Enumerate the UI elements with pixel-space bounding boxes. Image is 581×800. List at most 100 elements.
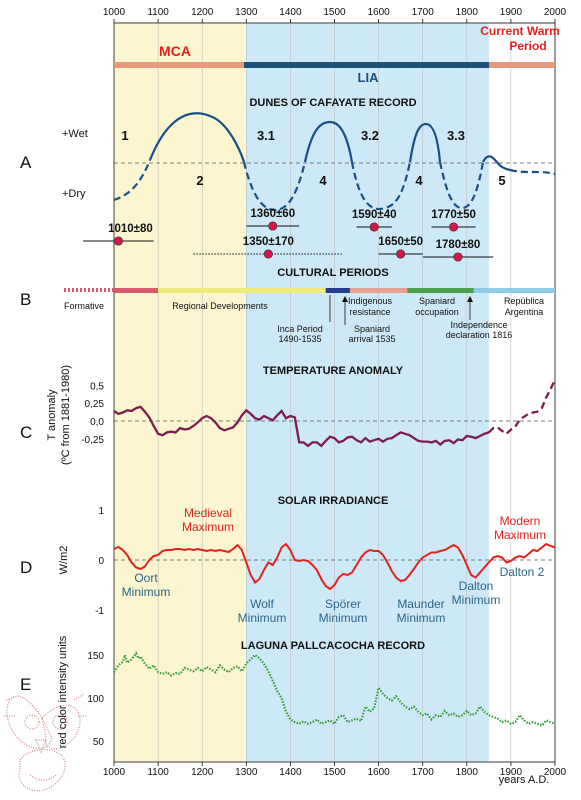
temperature-series-solid	[113, 405, 490, 448]
dune-curve-wet-2	[303, 120, 354, 163]
cwp-bar	[489, 62, 555, 68]
sporer-minimum-1: Spörer	[325, 597, 361, 611]
c-y-tick-label: 0,25	[85, 399, 105, 410]
date-label: 1360±60	[250, 208, 295, 220]
culture-segment	[158, 288, 326, 293]
culture-arrival-2: arrival 1535	[348, 334, 395, 344]
phase-label: 3.2	[361, 128, 379, 143]
maunder-minimum-1: Maunder	[397, 597, 444, 611]
x-tick-label-top: 1900	[500, 7, 523, 18]
phase-label: 1	[121, 128, 128, 143]
medieval-maximum-2: Maximum	[182, 520, 234, 534]
panel-letter-c: C	[20, 423, 32, 442]
e-y-tick-label: 150	[87, 651, 104, 662]
medieval-maximum-1: Medieval	[184, 506, 232, 520]
date-label: 1650±50	[378, 236, 423, 248]
x-tick-label-bottom: 1200	[191, 767, 214, 778]
culture-segment	[473, 288, 555, 293]
phase-label: 3.1	[257, 128, 275, 143]
panel-b-title: CULTURAL PERIODS	[277, 267, 388, 279]
x-tick-label-top: 1700	[412, 7, 435, 18]
date-marker	[396, 249, 406, 259]
panel-letter-d: D	[20, 558, 32, 577]
culture-segment	[407, 288, 474, 293]
x-tick-label-bottom: 1100	[147, 767, 169, 778]
culture-spaniard-2: occupation	[415, 307, 459, 317]
lia-bar	[244, 62, 489, 68]
maunder-minimum-2: Minimum	[397, 611, 446, 625]
c-y-tick-label: 0,5	[90, 381, 104, 392]
phase-label: 5	[498, 173, 505, 188]
lia-label: LIA	[358, 70, 380, 85]
date-label: 1780±80	[436, 239, 481, 251]
x-tick-label-top: 1600	[367, 7, 390, 18]
x-tick-label-bottom: 1600	[367, 767, 390, 778]
panel-c-title: TEMPERATURE ANOMALY	[263, 365, 404, 377]
oort-minimum-2: Minimum	[122, 585, 171, 599]
x-tick-label-top: 2000	[544, 7, 567, 18]
mca-label: MCA	[159, 43, 191, 59]
phase-label: 2	[196, 173, 203, 188]
c-y-tick-label: 0,0	[90, 417, 104, 428]
date-marker	[453, 252, 463, 262]
culture-regional: Regional Developments	[172, 301, 268, 311]
dune-curve-dry-4	[438, 161, 485, 210]
dry-label: +Dry	[62, 188, 86, 200]
culture-independence-2: declaration 1816	[446, 330, 513, 340]
sporer-minimum-2: Minimum	[319, 611, 368, 625]
e-y-tick-label: 50	[93, 737, 105, 748]
solar-irradiance-series	[113, 542, 556, 591]
wet-label: +Wet	[62, 128, 88, 140]
dune-curve-dry-2	[242, 161, 307, 212]
independence-arrow-icon	[467, 296, 473, 302]
panel-d-title: SOLAR IRRADIANCE	[278, 495, 389, 507]
d-y-tick-label: 1	[98, 506, 104, 517]
date-marker	[449, 222, 459, 232]
dune-curve-dry-3	[350, 161, 412, 210]
temperature-series-dashed	[488, 379, 557, 436]
mca-bar	[114, 62, 244, 68]
panel-c-ylabel-2: (ºC from 1881-1980)	[60, 365, 72, 465]
dalton-minimum-2: Minimum	[452, 593, 501, 607]
x-tick-label-bottom: 1400	[279, 767, 302, 778]
date-label: 1770±50	[431, 209, 476, 221]
dune-curve-dry-1	[113, 159, 152, 202]
culture-indigenous-1: Indigenous	[348, 296, 393, 306]
date-label: 1350±170	[243, 236, 294, 248]
culture-indigenous-2: resistance	[349, 307, 390, 317]
dune-curve	[113, 112, 556, 212]
x-tick-label-bottom: 1300	[235, 767, 258, 778]
panel-c-ylabel-1: T anomaly	[46, 389, 58, 441]
wolf-minimum-2: Minimum	[238, 611, 287, 625]
cwp-label-line1: Current Warm	[480, 24, 560, 38]
culture-segment	[349, 288, 408, 293]
ornament-logo	[4, 693, 88, 792]
dalton-2-label: Dalton 2	[500, 565, 545, 579]
arrival-arrow-icon	[342, 296, 348, 302]
dune-curve-dry-5	[509, 168, 556, 176]
culture-arrival-1: Spaniard	[354, 324, 390, 334]
panel-a-title: DUNES OF CAFAYATE RECORD	[249, 97, 416, 109]
dune-curve-wet-1	[148, 112, 246, 163]
cwp-label-line2: Period	[509, 39, 546, 53]
dune-curve-wet-3	[408, 122, 442, 163]
x-tick-label-top: 1000	[103, 7, 126, 18]
panel-e-title: LAGUNA PALLCACOCHA RECORD	[241, 640, 425, 652]
modern-maximum-1: Modern	[500, 514, 541, 528]
x-tick-label-bottom: 1700	[412, 767, 435, 778]
x-axis-label: years A.D.	[499, 774, 550, 786]
culture-republica-1: República	[504, 296, 544, 306]
date-label: 1590±40	[352, 209, 397, 221]
wolf-minimum-1: Wolf	[250, 597, 274, 611]
phase-label: 4	[319, 173, 327, 188]
culture-segment	[114, 288, 159, 293]
date-marker	[263, 249, 273, 259]
x-tick-label-bottom: 1000	[103, 767, 126, 778]
dalton-minimum-1: Dalton	[459, 579, 494, 593]
date-marker	[369, 222, 379, 232]
phase-label: 4	[415, 173, 423, 188]
lia-background	[246, 23, 489, 762]
e-y-tick-label: 100	[87, 694, 104, 705]
x-tick-label-bottom: 1500	[323, 767, 346, 778]
